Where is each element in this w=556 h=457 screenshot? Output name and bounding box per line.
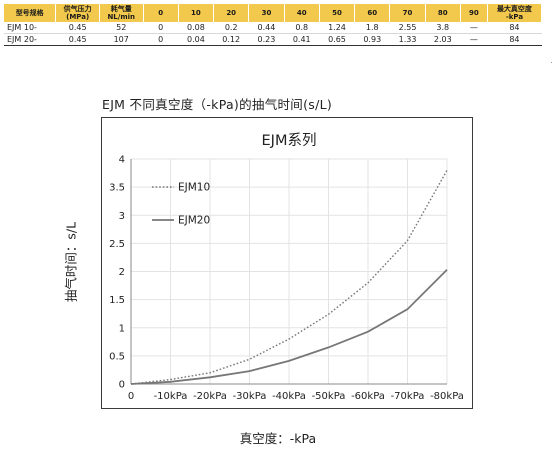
y-tick-label: 1.5 [109, 295, 125, 306]
table-cell: 0.41 [284, 33, 320, 46]
y-tick-label: 3 [119, 211, 125, 222]
table-cell: 107 [99, 33, 144, 46]
table-cell: 0.08 [178, 22, 214, 34]
x-tick-label: -10kPa [154, 391, 188, 402]
header-cell: 20 [213, 4, 250, 22]
x-axis-label: 真空度：-kPa [239, 431, 317, 446]
y-tick-label: 0.5 [109, 351, 125, 362]
table-cell: 1.33 [389, 33, 426, 46]
x-tick-label: -30kPa [233, 391, 267, 402]
table-cell: 84 [487, 22, 542, 34]
header-cell: 70 [389, 4, 426, 22]
x-tick-label: -70kPa [391, 391, 425, 402]
header-cell: 50 [319, 4, 356, 22]
y-tick-label: 0 [119, 380, 125, 391]
x-tick-label: -80kPa [430, 391, 464, 402]
x-tick-label: 0 [128, 391, 134, 402]
table-cell: 0.2 [213, 22, 249, 34]
table-cell: 0 [143, 33, 179, 46]
table-cell: 0.45 [55, 22, 100, 34]
y-tick-label: 2 [119, 267, 125, 278]
table-cell: 2.55 [389, 22, 426, 34]
header-cell: 0 [143, 4, 179, 22]
table-cell: 0.93 [354, 33, 390, 46]
table-row: EJM 10- 0.45 52 0 0.08 0.2 0.44 0.8 1.24… [4, 22, 542, 34]
spec-table-header-row: 型号规格 供气压力 (MPa) 耗气量 NL/min 0 10 20 30 40… [4, 4, 543, 22]
header-cell: 型号规格 [4, 4, 57, 22]
y-tick-label: 1 [119, 323, 125, 334]
y-tick-label: 4 [119, 155, 125, 166]
table-row: EJM 20- 0.45 107 0 0.04 0.12 0.23 0.41 0… [4, 33, 542, 46]
series-line-ejm20 [130, 269, 448, 385]
x-tick-label: -20kPa [193, 391, 227, 402]
legend-label: EJM10 [178, 182, 210, 194]
chart-title: EJM系列 [262, 132, 317, 149]
table-cell: 1.24 [319, 22, 355, 34]
x-tick-label: -40kPa [272, 391, 306, 402]
chart-frame [101, 117, 473, 409]
legend-label: EJM20 [178, 215, 210, 227]
table-cell: 1.8 [354, 22, 390, 34]
header-cell: 供气压力 (MPa) [55, 4, 100, 22]
table-cell: 84 [487, 33, 542, 46]
table-cell: 0.65 [319, 33, 355, 46]
chart-heading: EJM 不同真空度（-kPa)的抽气时间(s/L) [102, 97, 333, 112]
table-cell: — [460, 33, 488, 46]
table-cell: 3.8 [425, 22, 461, 34]
table-cell: 52 [99, 22, 144, 34]
table-cell: 0.12 [213, 33, 249, 46]
table-cell: 0.04 [178, 33, 214, 46]
header-cell: 耗气量 NL/min [99, 4, 144, 22]
y-tick-label: 2.5 [109, 239, 125, 250]
table-cell: 2.03 [425, 33, 461, 46]
table-cell: 0.44 [248, 22, 285, 34]
header-cell: 60 [354, 4, 391, 22]
series-line-ejm10 [130, 169, 448, 385]
table-cell: 0 [143, 22, 179, 34]
table-cell: 0.23 [248, 33, 285, 46]
spec-table: 型号规格 供气压力 (MPa) 耗气量 NL/min 0 10 20 30 40… [4, 4, 543, 46]
edge-dot [551, 62, 552, 63]
table-cell: 0.8 [284, 22, 320, 34]
table-cell: EJM 10- [4, 22, 56, 34]
header-cell: 10 [178, 4, 215, 22]
table-cell: EJM 20- [4, 33, 56, 46]
table-cell: 0.45 [55, 33, 100, 46]
header-cell: 最大真空度 -kPa [487, 4, 543, 22]
x-tick-label: -60kPa [351, 391, 385, 402]
y-tick-label: 3.5 [109, 183, 125, 194]
header-cell: 90 [460, 4, 488, 22]
header-cell: 40 [284, 4, 320, 22]
header-cell: 30 [248, 4, 285, 22]
x-tick-label: -50kPa [312, 391, 346, 402]
y-axis-label: 抽气时间：s/L [63, 221, 79, 303]
table-cell: — [460, 22, 488, 34]
header-cell: 80 [425, 4, 461, 22]
